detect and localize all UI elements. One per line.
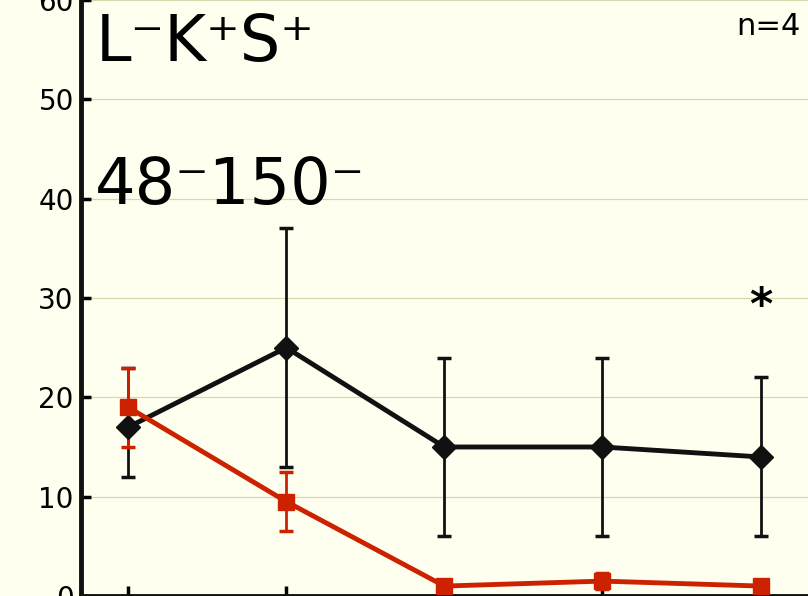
Text: *: * xyxy=(749,285,772,328)
Text: L⁻K⁺S⁺: L⁻K⁺S⁺ xyxy=(95,12,314,74)
Text: n=4: n=4 xyxy=(736,12,801,41)
Text: 48⁻150⁻: 48⁻150⁻ xyxy=(95,155,366,217)
